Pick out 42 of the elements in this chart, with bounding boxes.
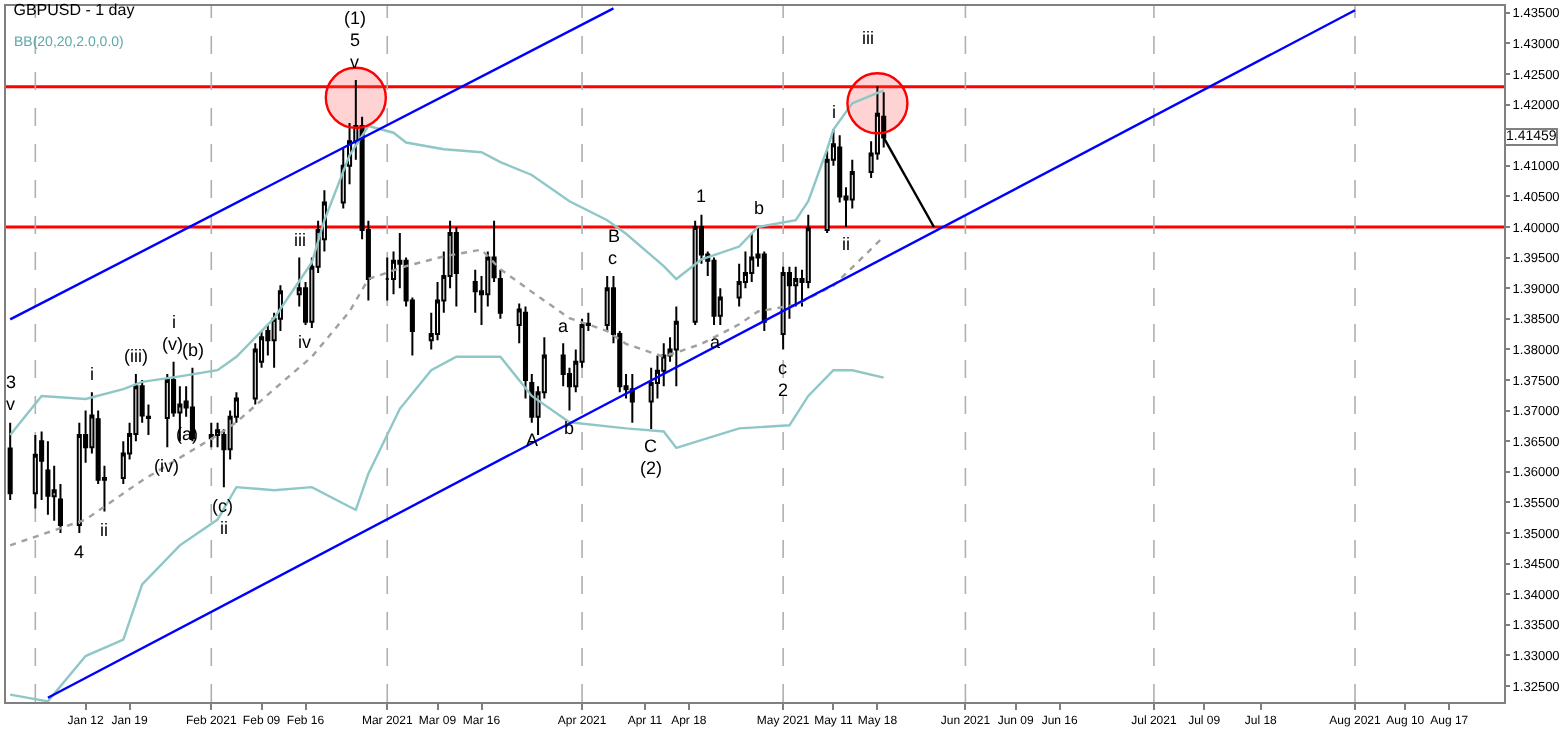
annotation: 4 (74, 542, 85, 562)
candlestick (749, 232, 755, 284)
annotation: (b) (182, 340, 204, 360)
annotation: i (832, 102, 836, 122)
annotation: b (754, 198, 765, 218)
candlestick (208, 421, 214, 449)
candlestick (673, 305, 679, 388)
annotation: i (90, 364, 94, 384)
annotation: ii (100, 520, 108, 540)
candlestick (780, 265, 786, 351)
annotation: c (778, 358, 788, 378)
annotation: (2) (640, 458, 662, 478)
annotation: v (350, 52, 360, 72)
candlestick (7, 421, 13, 501)
annotation: 2 (778, 380, 789, 400)
candlestick (692, 219, 698, 326)
annotation: iii (294, 230, 306, 250)
candlestick (32, 434, 38, 510)
annotation: (1) (344, 8, 366, 28)
annotation: B (608, 226, 621, 246)
annotation: v (6, 394, 16, 414)
annotation: (iii) (124, 346, 148, 366)
annotation: iv (298, 332, 312, 352)
annotation: (iv) (154, 456, 179, 476)
annotation: a (558, 316, 569, 336)
annotation: ii (842, 234, 850, 254)
candlestick (453, 225, 459, 308)
annotation: i (172, 312, 176, 332)
annotation: ii (220, 518, 228, 538)
annotation: 5 (350, 30, 361, 50)
annotation: iii (862, 28, 874, 48)
annotation: c (608, 248, 618, 268)
annotation: b (564, 418, 575, 438)
annotation: (c) (212, 496, 233, 516)
annotation: 3 (6, 372, 17, 392)
candlestick (629, 372, 635, 424)
annotation: (v) (162, 334, 183, 354)
candlestick (711, 256, 717, 326)
annotation: 1 (696, 186, 707, 206)
annotation: C (644, 436, 658, 456)
candlestick (384, 256, 390, 302)
chart-title: GBPUSD - 1 day (13, 0, 135, 19)
